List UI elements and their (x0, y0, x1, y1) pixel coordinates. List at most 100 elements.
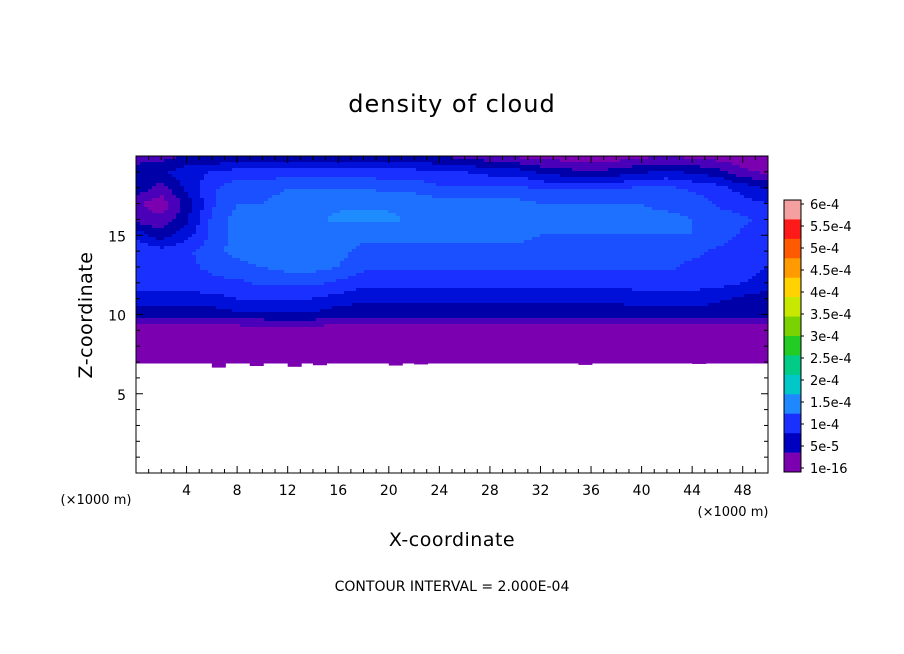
contour-cell (332, 222, 337, 226)
contour-cell (292, 222, 297, 226)
contour-cell (448, 156, 453, 160)
contour-cell (508, 231, 513, 235)
contour-cell (448, 234, 453, 238)
contour-cell (284, 189, 289, 193)
contour-cell (576, 213, 581, 217)
contour-cell (448, 171, 453, 175)
contour-cell (516, 249, 521, 253)
contour-cell (684, 186, 689, 190)
contour-cell (212, 249, 217, 253)
contour-cell (640, 183, 645, 187)
contour-cell (576, 246, 581, 250)
contour-cell (492, 225, 497, 229)
contour-cell (356, 177, 361, 181)
contour-cell (264, 156, 269, 160)
contour-cell (412, 159, 417, 163)
contour-cell (712, 189, 717, 193)
contour-cell (500, 174, 505, 178)
contour-cell (172, 168, 177, 172)
contour-cell (684, 177, 689, 181)
contour-cell (528, 192, 533, 196)
contour-cell (504, 186, 509, 190)
contour-cell (272, 225, 277, 229)
contour-cell (176, 192, 181, 196)
contour-cell (452, 183, 457, 187)
contour-cell (400, 243, 405, 247)
contour-cell (496, 207, 501, 211)
contour-cell (212, 192, 217, 196)
contour-cell (316, 156, 321, 160)
contour-cell (760, 201, 765, 205)
contour-cell (644, 189, 649, 193)
contour-cell (396, 219, 401, 223)
contour-cell (400, 168, 405, 172)
contour-cell (284, 243, 289, 247)
contour-cell (468, 219, 473, 223)
contour-cell (156, 189, 161, 193)
contour-cell (504, 222, 509, 226)
contour-cell (316, 195, 321, 199)
contour-cell (480, 237, 485, 241)
contour-cell (524, 219, 529, 223)
contour-cell (668, 240, 673, 244)
contour-cell (728, 183, 733, 187)
contour-cell (260, 219, 265, 223)
contour-cell (748, 156, 753, 160)
contour-cell (228, 207, 233, 211)
contour-cell (240, 174, 245, 178)
contour-cell (240, 219, 245, 223)
contour-cell (652, 246, 657, 250)
contour-cell (400, 207, 405, 211)
contour-cell (468, 186, 473, 190)
contour-cell (396, 159, 401, 163)
contour-cell (640, 189, 645, 193)
contour-cell (732, 165, 737, 169)
contour-cell (424, 162, 429, 166)
contour-cell (608, 168, 613, 172)
contour-cell (620, 204, 625, 208)
contour-cell (304, 159, 309, 163)
contour-cell (664, 195, 669, 199)
contour-cell (492, 240, 497, 244)
contour-cell (572, 177, 577, 181)
contour-cell (216, 192, 221, 196)
contour-cell (176, 195, 181, 199)
contour-cell (184, 210, 189, 214)
contour-cell (716, 165, 721, 169)
contour-cell (484, 213, 489, 217)
contour-cell (484, 165, 489, 169)
contour-cell (332, 216, 337, 220)
contour-cell (688, 198, 693, 202)
contour-cell (644, 180, 649, 184)
contour-cell (632, 231, 637, 235)
contour-cell (512, 204, 517, 208)
contour-cell (280, 237, 285, 241)
contour-cell (576, 171, 581, 175)
contour-cell (288, 228, 293, 232)
contour-cell (644, 207, 649, 211)
contour-cell (664, 210, 669, 214)
contour-cell (148, 222, 153, 226)
contour-cell (536, 231, 541, 235)
contour-cell (360, 237, 365, 241)
contour-cell (272, 246, 277, 250)
contour-cell (388, 249, 393, 253)
contour-cell (648, 246, 653, 250)
contour-cell (736, 159, 741, 163)
contour-cell (304, 243, 309, 247)
contour-cell (296, 234, 301, 238)
contour-cell (224, 228, 229, 232)
contour-cell (588, 240, 593, 244)
contour-cell (348, 204, 353, 208)
contour-cell (484, 234, 489, 238)
contour-cell (656, 222, 661, 226)
contour-cell (332, 156, 337, 160)
contour-cell (744, 210, 749, 214)
contour-cell (204, 225, 209, 229)
contour-cell (584, 201, 589, 205)
contour-cell (248, 201, 253, 205)
contour-cell (136, 162, 141, 166)
contour-cell (696, 207, 701, 211)
contour-cell (456, 237, 461, 241)
contour-cell (564, 228, 569, 232)
